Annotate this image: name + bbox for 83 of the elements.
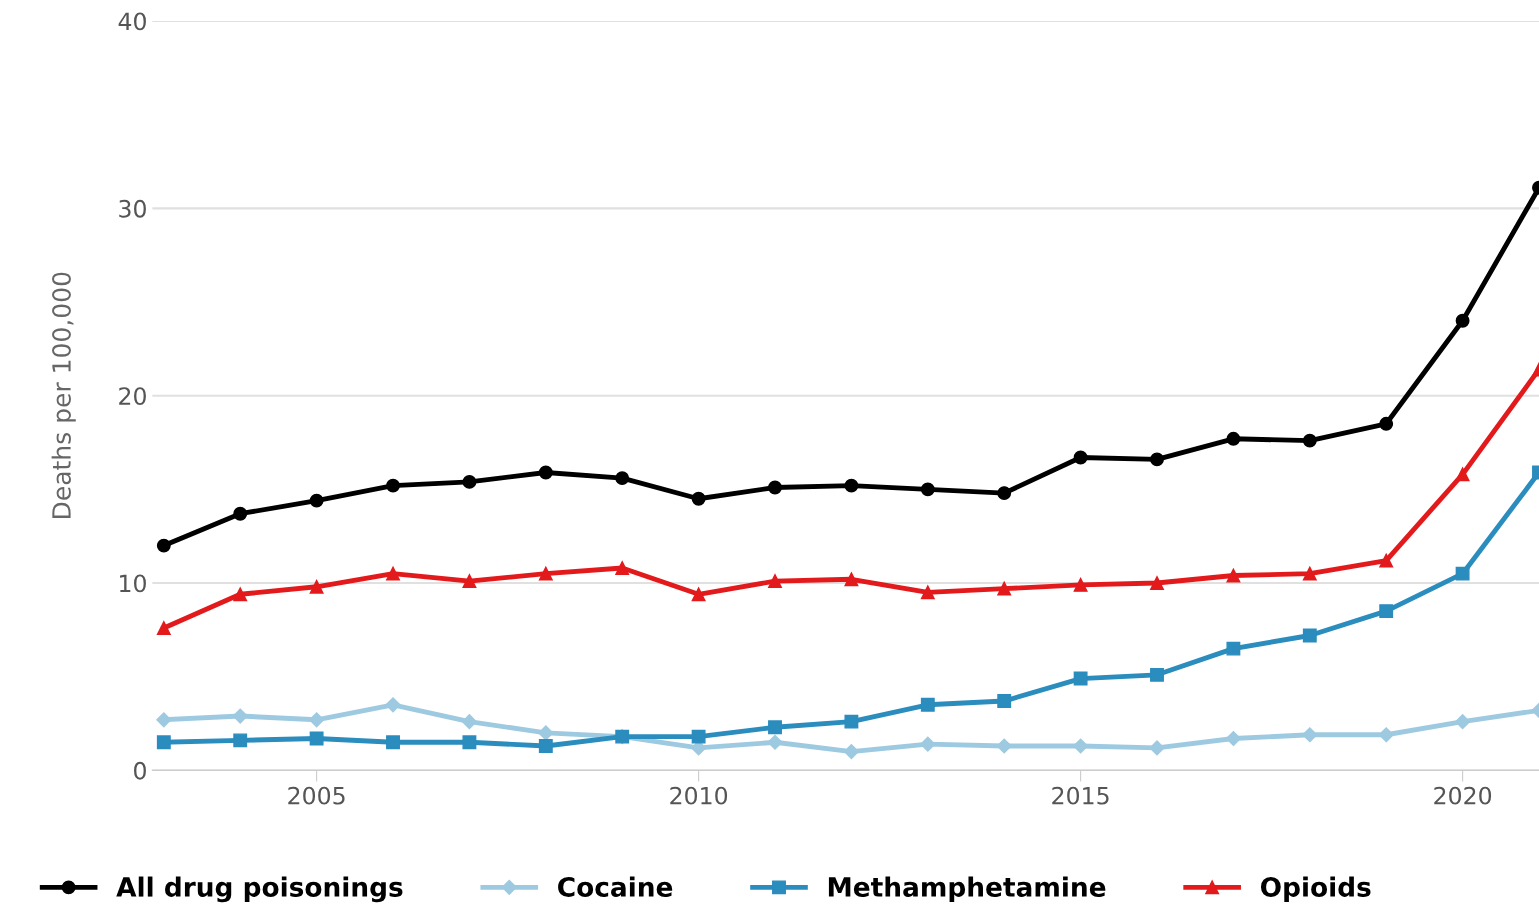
point (538, 566, 553, 581)
point (538, 725, 554, 741)
point (462, 574, 477, 589)
point (1073, 671, 1088, 686)
y-tick-label: 40 (118, 12, 146, 31)
point (462, 474, 477, 489)
point (156, 621, 171, 635)
point (1073, 577, 1088, 592)
point (691, 587, 706, 602)
point (768, 480, 782, 495)
legend-label: Methamphetamine (828, 876, 1106, 903)
point (920, 585, 935, 600)
point (233, 506, 248, 521)
point (1226, 431, 1241, 446)
point (386, 735, 400, 750)
y-tick-label: 10 (120, 574, 146, 593)
point (233, 587, 248, 602)
y-axis-title: Deaths per 100,000 (51, 272, 76, 518)
point (156, 538, 171, 553)
point (768, 720, 782, 735)
point (309, 493, 324, 508)
point (309, 579, 324, 594)
point (1378, 727, 1394, 743)
point (309, 712, 325, 728)
x-tick-label: 2020 (1434, 786, 1492, 805)
legend-label: All drug poisonings (116, 876, 403, 903)
point (233, 733, 248, 748)
point (1226, 641, 1241, 656)
point (1150, 667, 1164, 682)
point (1302, 433, 1317, 448)
point (386, 478, 400, 493)
point (691, 729, 706, 744)
point (920, 736, 936, 752)
point (1073, 738, 1089, 754)
point (997, 694, 1012, 708)
point (844, 572, 859, 587)
point (1455, 313, 1470, 328)
point (920, 697, 935, 712)
point (997, 581, 1012, 596)
point (232, 708, 248, 724)
y-tick-label: 0 (134, 761, 146, 780)
point (768, 574, 782, 589)
point (615, 561, 630, 575)
point (461, 714, 477, 730)
legend-label: Opioids (1260, 876, 1371, 903)
point (309, 731, 324, 746)
point (538, 739, 553, 753)
point (1150, 452, 1164, 467)
point (1149, 740, 1165, 756)
point (1302, 628, 1317, 643)
point (920, 482, 935, 497)
point (844, 478, 859, 493)
point (691, 491, 706, 506)
legend-label: Cocaine (558, 876, 673, 897)
point (1379, 553, 1394, 568)
point (615, 471, 630, 486)
point (1150, 576, 1164, 590)
point (156, 712, 172, 728)
point (1225, 730, 1241, 747)
x-tick-label: 2005 (288, 786, 345, 805)
point (1226, 568, 1241, 583)
point (1455, 566, 1470, 581)
y-tick-label: 20 (119, 387, 146, 406)
x-tick-label: 2010 (670, 786, 728, 805)
y-tick-label: 30 (119, 199, 146, 218)
point (538, 465, 553, 480)
point (462, 735, 477, 750)
point (1455, 467, 1470, 482)
point (997, 486, 1012, 501)
point (1302, 727, 1318, 743)
point (385, 697, 401, 713)
point (1302, 566, 1317, 581)
point (1073, 450, 1088, 465)
point (386, 566, 400, 581)
point (1379, 604, 1394, 619)
point (767, 734, 783, 750)
point (844, 714, 859, 729)
point (1379, 416, 1394, 431)
point (1455, 714, 1471, 730)
point (996, 738, 1012, 754)
point (843, 744, 859, 760)
point (156, 735, 171, 750)
x-tick-label: 2015 (1052, 786, 1109, 805)
